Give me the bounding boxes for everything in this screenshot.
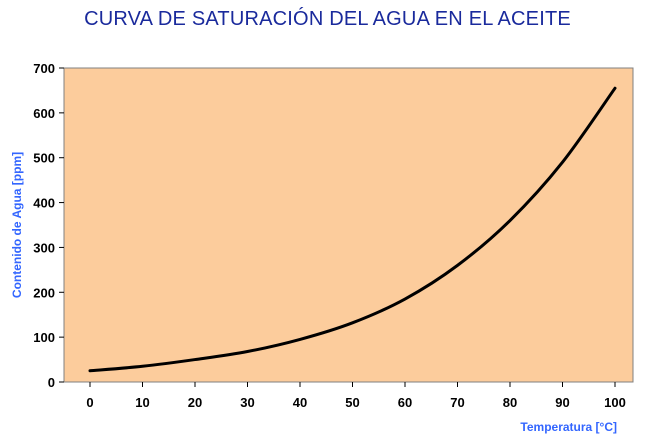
x-tick-label: 60 [398,395,412,410]
x-tick-label: 10 [135,395,149,410]
series-layer [88,86,617,373]
x-axis-label: Temperatura [°C] [520,420,617,434]
x-tick-label: 0 [86,395,93,410]
y-tick-label: 100 [33,330,55,345]
saturation-curve [88,86,617,373]
y-tick-label: 600 [33,106,55,121]
x-tick-label: 30 [240,395,254,410]
x-tick-label: 100 [604,395,626,410]
plot-area [63,67,634,383]
x-axis-ticks: 0 10 20 30 40 50 60 70 80 90 100 [86,382,626,410]
y-tick-label: 500 [33,151,55,166]
y-tick-label: 200 [33,285,55,300]
x-tick-label: 90 [555,395,569,410]
y-axis-label: Contenido de Agua [ppm] [10,152,24,298]
x-tick-label: 50 [345,395,359,410]
y-tick-label: 700 [33,61,55,76]
y-tick-label: 300 [33,240,55,255]
x-tick-label: 20 [188,395,202,410]
x-tick-label: 80 [503,395,517,410]
y-tick-label: 400 [33,196,55,211]
x-tick-label: 70 [450,395,464,410]
y-axis-ticks: 0 100 200 300 400 500 600 700 [33,61,64,390]
x-tick-label: 40 [293,395,307,410]
y-tick-label: 0 [48,375,55,390]
chart-title: CURVA DE SATURACIÓN DEL AGUA EN EL ACEIT… [84,8,571,30]
